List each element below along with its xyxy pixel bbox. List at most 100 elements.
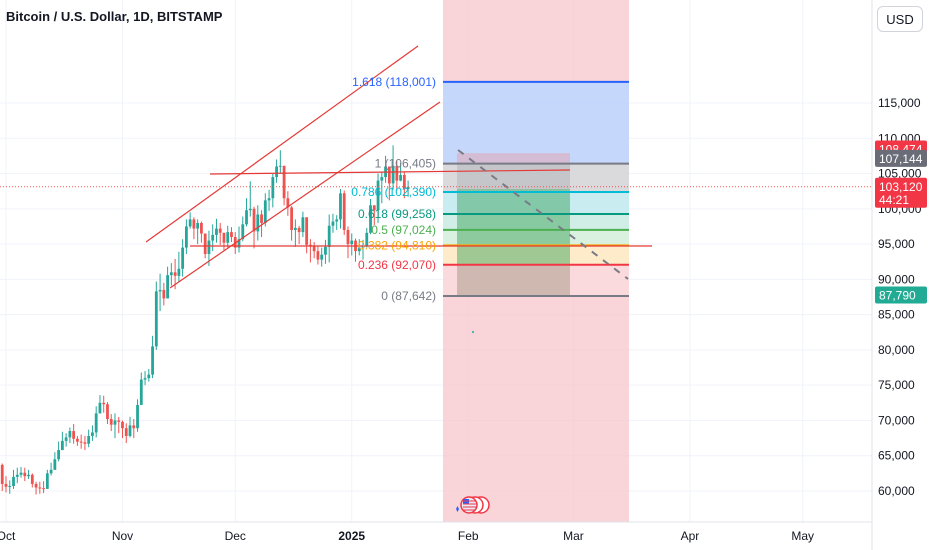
price-badge [875, 286, 927, 304]
position-stop-box [457, 265, 570, 296]
candle-body [275, 166, 278, 178]
candle-body [245, 210, 248, 225]
candle-body [395, 165, 399, 181]
y-tick-label: 70,000 [878, 413, 915, 427]
fib-label: 0 (87,642) [381, 289, 436, 303]
candle [23, 467, 27, 482]
candle [395, 160, 399, 191]
candle [4, 476, 8, 493]
candle [357, 239, 361, 256]
fib-label: 0.618 (99,258) [358, 207, 436, 221]
candle-body [218, 228, 222, 233]
candle [350, 233, 354, 256]
candle-body [369, 205, 372, 233]
candle [60, 431, 64, 451]
candle [316, 246, 320, 265]
candle-body [49, 469, 53, 474]
candle-body [335, 219, 339, 222]
channel-lower-line [169, 101, 441, 289]
candle-body [278, 165, 282, 167]
candle-body [57, 450, 61, 460]
position-entry-box [457, 162, 570, 190]
candle-body [45, 473, 49, 489]
candle [256, 205, 260, 241]
candle [147, 368, 151, 382]
candle [128, 416, 132, 438]
candle-body [399, 174, 402, 181]
candle [181, 239, 185, 277]
candle [8, 480, 12, 494]
candle [143, 371, 147, 386]
price-badge [875, 149, 927, 167]
candle [139, 372, 143, 405]
candle-body [117, 420, 121, 422]
candle-body [241, 224, 245, 240]
candle-body [301, 217, 305, 233]
candle [83, 435, 87, 451]
x-tick-label: Mar [563, 529, 584, 543]
candle-body [312, 245, 316, 252]
candle-body [68, 431, 72, 438]
candle [87, 429, 91, 448]
candle-body [132, 425, 136, 429]
candle [106, 402, 109, 424]
candle [278, 150, 282, 173]
y-tick-label: 115,000 [878, 96, 921, 110]
candle [324, 239, 327, 264]
candle [136, 399, 139, 432]
candle [102, 395, 106, 413]
candle-body [169, 272, 173, 276]
candle [365, 227, 369, 248]
candle [162, 282, 166, 306]
candle-body [60, 440, 64, 451]
candle [380, 172, 384, 204]
candle [222, 232, 226, 251]
candle-body [222, 232, 226, 243]
candle [275, 159, 278, 183]
candle-body [203, 233, 207, 254]
candle [331, 213, 335, 233]
candle [369, 198, 372, 235]
candle-body [109, 419, 113, 425]
candle-body [162, 289, 166, 299]
candle [263, 193, 267, 227]
drawings-layer [0, 45, 872, 333]
candle [124, 423, 128, 444]
candle-body [365, 232, 369, 246]
candle [91, 425, 94, 441]
candle-body [391, 165, 395, 184]
fib-label: 1 (106,405) [375, 157, 436, 171]
candle [64, 433, 68, 447]
candle [402, 171, 406, 199]
candle-body [151, 346, 154, 375]
candle [12, 469, 15, 489]
candle [184, 219, 188, 254]
currency-button[interactable]: USD [877, 6, 923, 32]
candle-body [211, 234, 215, 241]
candle [109, 414, 113, 432]
candle-body [402, 174, 406, 190]
channel-upper-line [145, 45, 419, 243]
candle [166, 266, 169, 299]
candle [293, 219, 297, 247]
candle [372, 205, 376, 226]
candle [117, 416, 121, 434]
candle-body [30, 474, 34, 484]
candle-body [192, 219, 196, 229]
x-tick-label: Feb [458, 529, 479, 543]
x-tick-label: Nov [112, 529, 133, 543]
candle [305, 217, 309, 254]
fib-zone-top [443, 0, 629, 82]
price-badge-text: 87,790 [879, 288, 916, 302]
candle [192, 217, 196, 240]
candle [290, 205, 294, 241]
candle [230, 227, 233, 242]
x-tick-label: Oct [0, 529, 16, 543]
candle-body [87, 435, 91, 444]
fib-label: 0.382 (94,810) [358, 238, 436, 252]
fib-zone-0 [443, 81, 629, 164]
candle [177, 251, 181, 282]
